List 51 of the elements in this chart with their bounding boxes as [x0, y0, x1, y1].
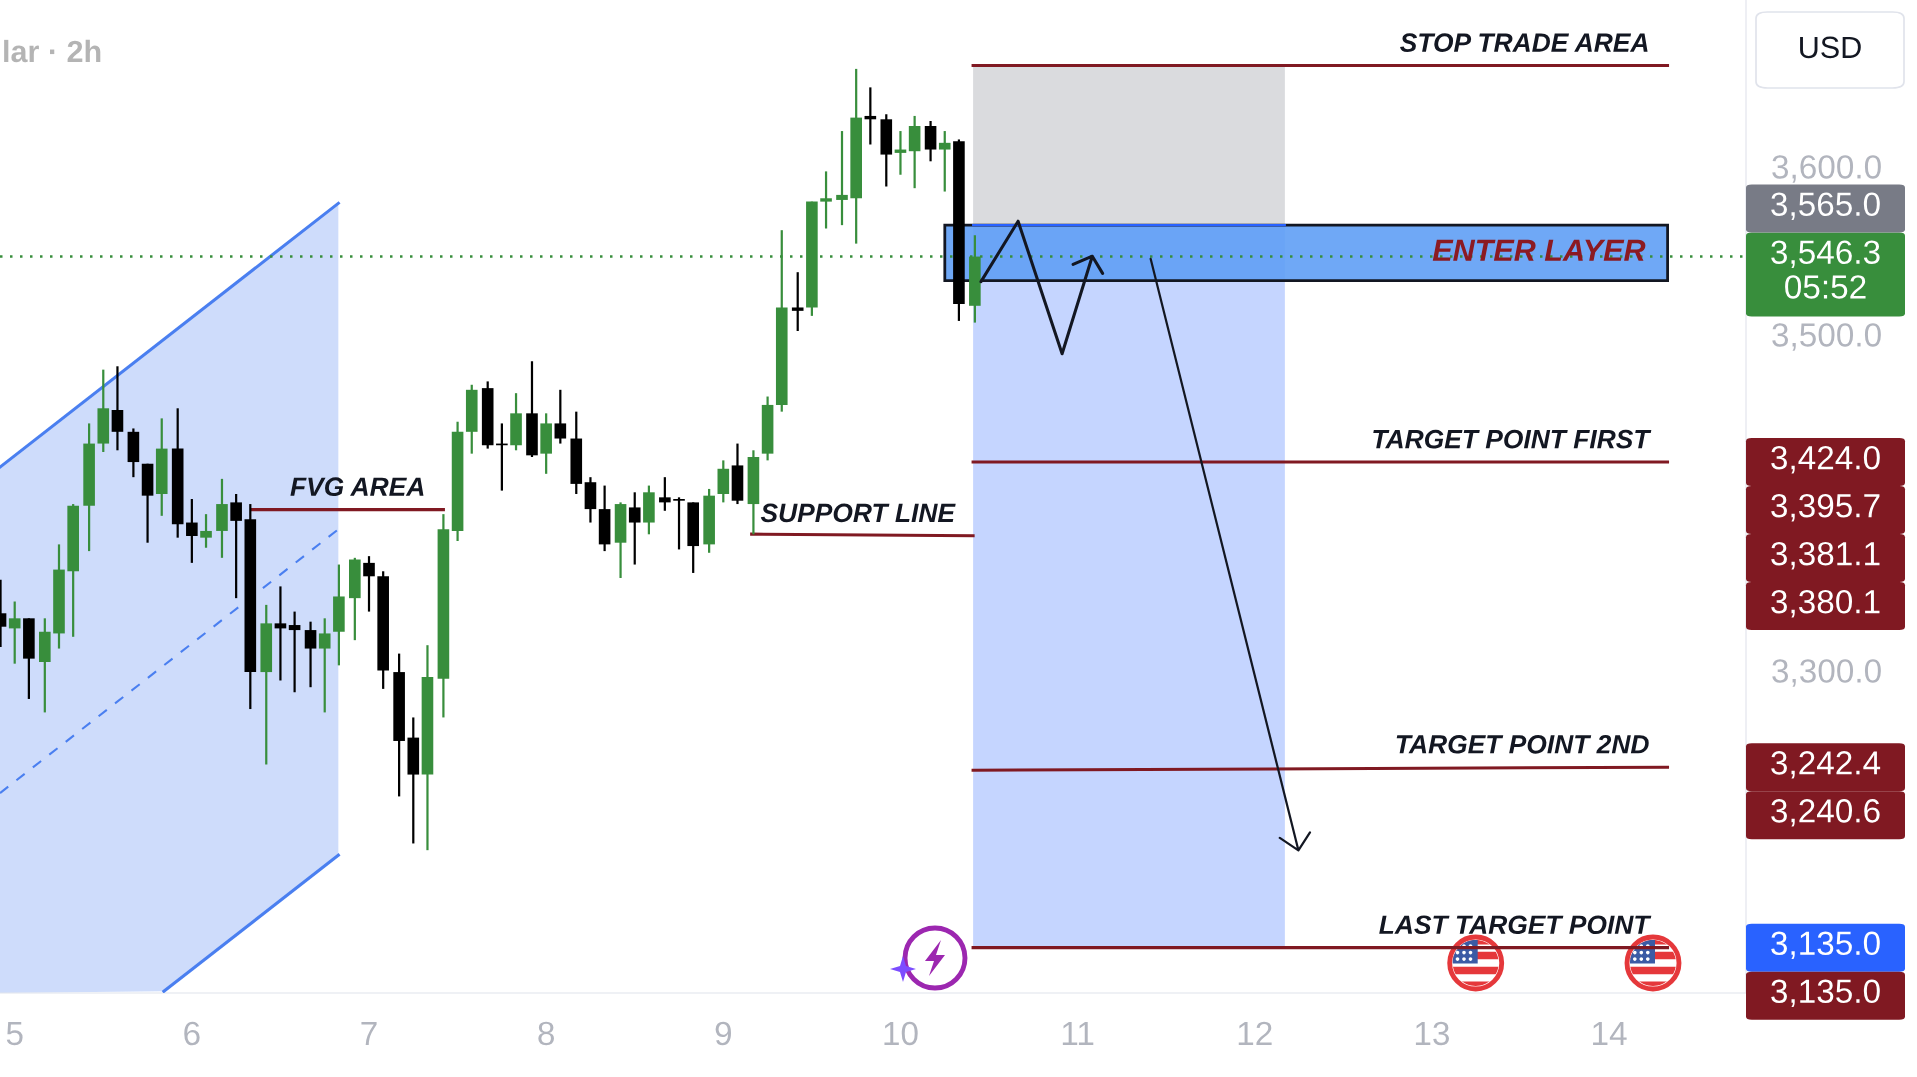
text: 3,242.4: [1771, 751, 1881, 779]
text: 3,135.0: [1771, 931, 1880, 960]
candlestick: [554, 388, 567, 445]
candlestick: [200, 513, 212, 549]
candlestick: [230, 492, 242, 600]
series-label: SUPPORT LINE: [760, 503, 956, 523]
candlestick: [836, 129, 848, 227]
series-label: LAST TARGET POINT: [1379, 915, 1652, 935]
candlestick: [363, 555, 375, 613]
text: 3,380.1: [1771, 589, 1880, 618]
candlestick: [304, 620, 317, 689]
y-axis-title: USD: [1800, 36, 1861, 59]
candlestick: [820, 170, 832, 230]
x-tick-label: 14: [1593, 1022, 1627, 1045]
text: 3,381.1: [1771, 541, 1880, 570]
x-tick-label: 13: [1415, 1021, 1449, 1046]
annotation: ENTER LAYER: [1432, 239, 1646, 261]
x-tick-label: 8: [538, 1021, 554, 1046]
candlestick: [186, 497, 198, 564]
x-tick-label: 10: [884, 1021, 918, 1046]
text: 3,395.7: [1771, 493, 1880, 522]
text: 3,135.0: [1771, 979, 1880, 1008]
candlestick: [111, 365, 124, 452]
candlestick: [673, 496, 685, 551]
candlestick: [274, 585, 287, 682]
x-tick-label: 9: [715, 1021, 731, 1046]
text: 3,565.0: [1771, 192, 1880, 220]
text: 3,424.0: [1771, 445, 1880, 474]
series-label: TARGET POINT 2ND: [1396, 734, 1649, 754]
text: lar · 2h: [4, 39, 101, 63]
series-label: STOP TRADE AREA: [1400, 33, 1648, 52]
candlestick: [288, 610, 301, 694]
x-tick-label: 12: [1238, 1021, 1272, 1045]
y-tick-label: 3,500.0: [1772, 323, 1881, 351]
candlestick: [938, 129, 951, 193]
y-tick-label: 3,300.0: [1772, 659, 1881, 687]
candlestick: [659, 476, 671, 512]
candlestick: [791, 271, 804, 333]
series-label: TARGET POINT FIRST: [1373, 429, 1652, 449]
candlestick: [628, 491, 641, 566]
y-tick-label: 3,600.0: [1772, 155, 1881, 183]
text: 3,240.6: [1771, 799, 1880, 827]
candlestick: [924, 119, 937, 163]
x-tick-label: 6: [184, 1021, 200, 1046]
ref-line-label: 3,546.3 05:52: [1771, 240, 1880, 299]
x-tick-label: 7: [361, 1022, 377, 1045]
x-tick-label: 5: [6, 1022, 23, 1046]
x-tick-label: 11: [1062, 1022, 1094, 1045]
candlestick: [8, 600, 21, 665]
series-label: FVG AREA: [290, 477, 424, 497]
candlestick: [318, 617, 331, 714]
